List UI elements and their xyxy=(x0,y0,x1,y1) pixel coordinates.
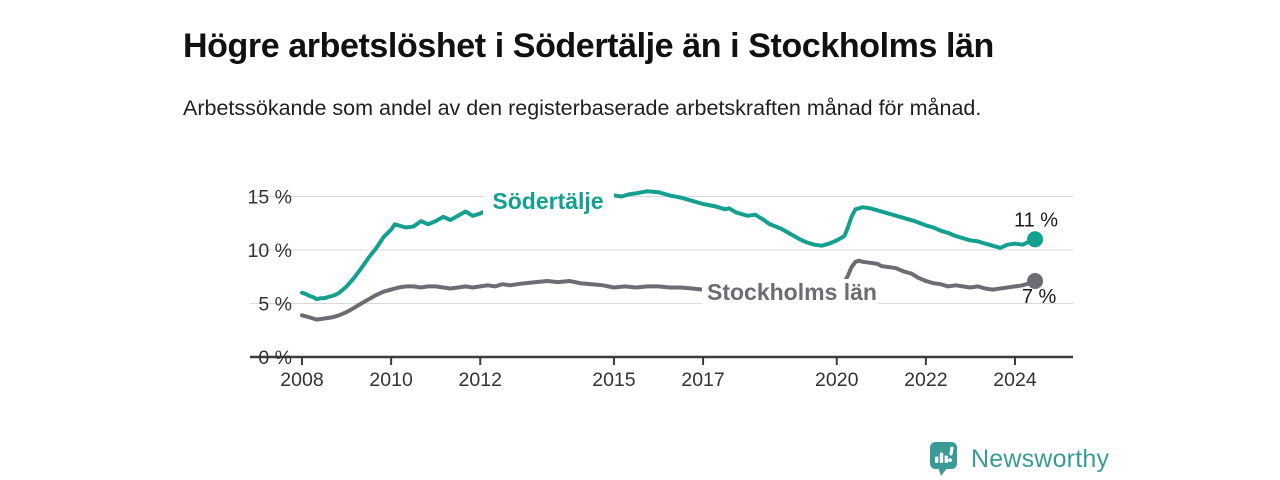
page-title: Högre arbetslöshet i Södertälje än i Sto… xyxy=(183,26,994,65)
series-label-1: Stockholms län xyxy=(707,279,877,305)
x-axis-tick-label: 2017 xyxy=(681,369,724,391)
newsworthy-logo-icon xyxy=(929,441,960,477)
x-axis-tick-label: 2024 xyxy=(993,369,1037,391)
series-line-1 xyxy=(300,258,1038,322)
chart-svg: Södertälje Stockholms län 11 % 7 % 2008 2010 2… xyxy=(248,187,1073,391)
y-axis-tick-label: 5 % xyxy=(258,294,292,316)
newsworthy-wordmark: Newsworthy xyxy=(971,444,1110,473)
chart-subtitle: Arbetssökande som andel av den registerb… xyxy=(183,95,982,120)
x-axis-tick-label: 2015 xyxy=(592,369,636,391)
series-end-label-0: 11 % xyxy=(1014,209,1058,231)
line-chart: Södertälje Stockholms län 11 % 7 % 2008 2010 2… xyxy=(180,165,1090,415)
newsworthy-branding: Newsworthy xyxy=(929,441,1109,477)
x-axis-tick-label: 2020 xyxy=(815,369,859,391)
x-axis-tick-label: 2012 xyxy=(459,369,502,391)
series-label-halo-0 xyxy=(483,192,614,218)
x-axis-tick-label: 2022 xyxy=(904,369,947,391)
series-end-dot-0 xyxy=(1027,231,1044,248)
y-axis-tick-label: 10 % xyxy=(248,240,292,262)
series-label-0: Södertälje xyxy=(492,188,603,214)
series-end-dot-1 xyxy=(1027,273,1044,290)
series-line-0 xyxy=(300,189,1038,302)
y-axis-tick-label: 15 % xyxy=(248,187,292,209)
x-axis-tick-label: 2008 xyxy=(280,369,323,391)
bar-chart-glyph xyxy=(935,446,954,463)
x-axis-tick-label: 2010 xyxy=(369,369,413,391)
series-label-halo-1 xyxy=(702,279,878,304)
series-end-label-1: 7 % xyxy=(1022,286,1057,308)
y-axis-tick-label: 0 % xyxy=(258,347,292,369)
